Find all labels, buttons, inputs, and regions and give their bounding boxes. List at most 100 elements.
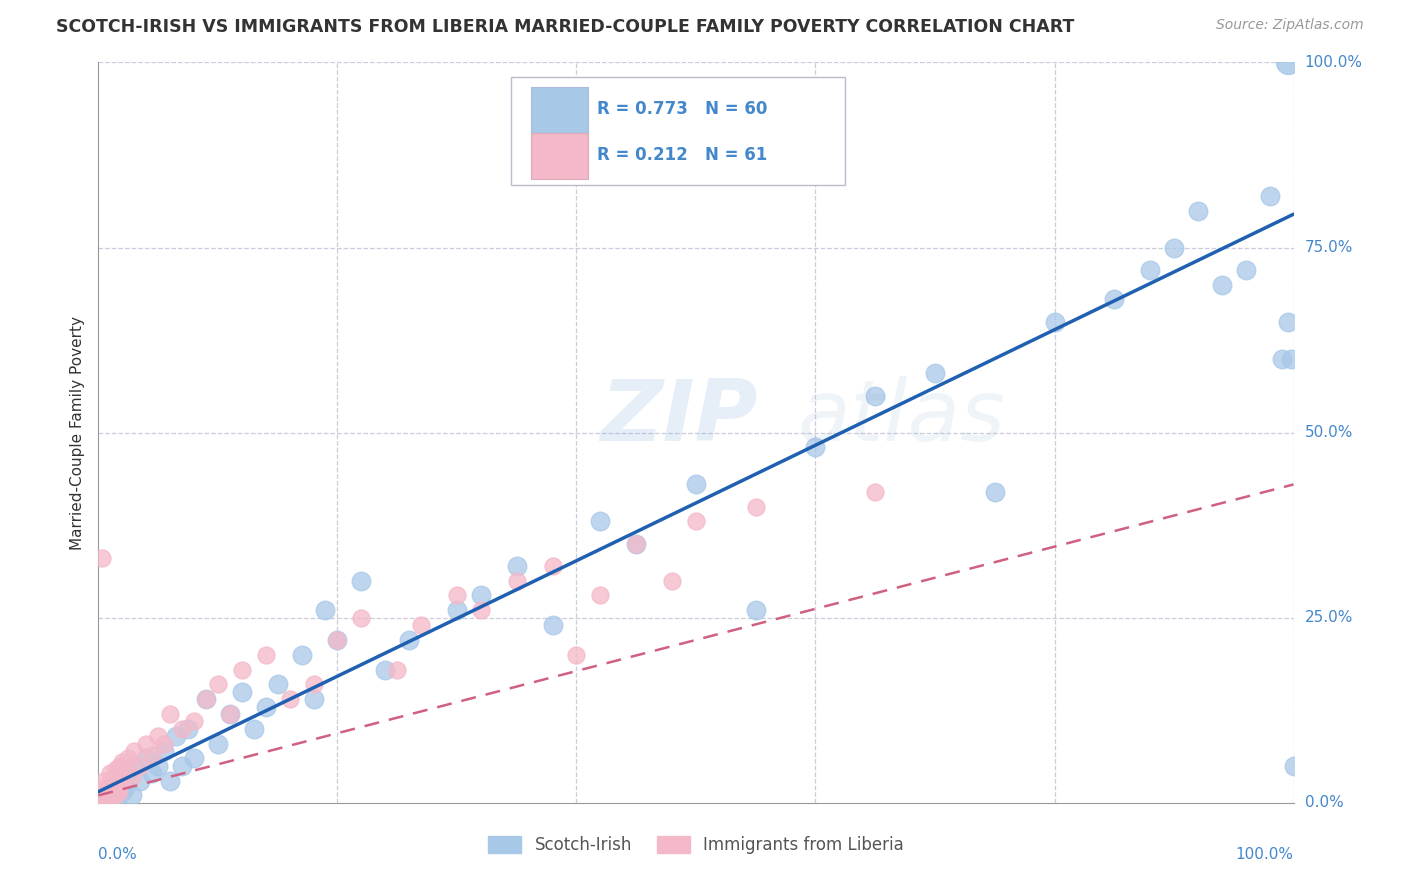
Point: [685, 515, 707, 529]
Text: 100.0%: 100.0%: [1236, 847, 1294, 863]
Point: [398, 632, 420, 647]
Point: [195, 692, 218, 706]
Point: [685, 477, 707, 491]
Point: [96, 785, 118, 799]
Point: [105, 763, 128, 777]
Point: [94, 796, 117, 810]
Point: [111, 755, 134, 769]
Point: [267, 677, 290, 691]
Point: [1277, 314, 1299, 328]
Point: [183, 714, 205, 729]
Point: [231, 663, 253, 677]
Point: [219, 706, 242, 721]
Text: 100.0%: 100.0%: [1305, 55, 1362, 70]
Point: [924, 367, 946, 381]
Point: [291, 648, 314, 662]
Point: [278, 692, 301, 706]
Text: R = 0.773   N = 60: R = 0.773 N = 60: [596, 100, 768, 118]
Point: [243, 722, 266, 736]
Text: 75.0%: 75.0%: [1305, 240, 1353, 255]
Point: [121, 789, 143, 803]
Text: 50.0%: 50.0%: [1305, 425, 1353, 440]
Point: [135, 751, 157, 765]
Point: [98, 766, 122, 780]
Point: [219, 706, 242, 721]
Text: 0.0%: 0.0%: [98, 847, 138, 863]
Point: [1277, 55, 1299, 70]
Text: R = 0.212   N = 61: R = 0.212 N = 61: [596, 146, 768, 164]
Point: [1104, 293, 1126, 307]
Point: [1282, 758, 1305, 772]
Text: atlas: atlas: [797, 376, 1005, 459]
Point: [207, 677, 229, 691]
Point: [446, 603, 468, 617]
Point: [93, 773, 115, 788]
Point: [804, 441, 827, 455]
Point: [107, 785, 129, 799]
Point: [159, 773, 181, 788]
Y-axis label: Married-Couple Family Poverty: Married-Couple Family Poverty: [69, 316, 84, 549]
Point: [589, 589, 612, 603]
Point: [117, 766, 139, 780]
Point: [1139, 262, 1161, 277]
Point: [110, 773, 132, 788]
Point: [89, 796, 111, 810]
Point: [411, 618, 433, 632]
FancyBboxPatch shape: [510, 78, 845, 185]
Point: [177, 722, 200, 736]
Point: [90, 780, 112, 795]
Point: [231, 685, 253, 699]
Point: [302, 677, 325, 691]
Point: [865, 388, 887, 402]
Point: [1211, 277, 1233, 292]
Point: [90, 796, 112, 810]
Point: [745, 603, 768, 617]
Point: [1187, 203, 1209, 218]
Point: [159, 706, 181, 721]
Point: [865, 484, 887, 499]
Point: [254, 699, 277, 714]
Point: [326, 632, 349, 647]
Point: [91, 789, 114, 803]
Point: [97, 780, 120, 795]
Point: [1279, 351, 1302, 366]
Point: [124, 758, 146, 772]
Point: [302, 692, 325, 706]
Point: [90, 785, 112, 799]
Point: [165, 729, 187, 743]
Point: [470, 589, 492, 603]
Point: [1163, 240, 1185, 255]
Point: [91, 789, 114, 803]
Point: [589, 515, 612, 529]
Point: [565, 648, 588, 662]
Point: [350, 610, 373, 624]
Point: [183, 751, 205, 765]
Text: SCOTCH-IRISH VS IMMIGRANTS FROM LIBERIA MARRIED-COUPLE FAMILY POVERTY CORRELATIO: SCOTCH-IRISH VS IMMIGRANTS FROM LIBERIA …: [56, 18, 1074, 36]
Point: [626, 536, 648, 550]
Point: [148, 758, 170, 772]
Point: [117, 751, 139, 765]
Point: [745, 500, 768, 514]
Legend: Scotch-Irish, Immigrants from Liberia: Scotch-Irish, Immigrants from Liberia: [481, 830, 911, 861]
Point: [103, 770, 125, 784]
Point: [207, 737, 229, 751]
Point: [89, 789, 111, 803]
Point: [153, 744, 176, 758]
Point: [1234, 262, 1257, 277]
Point: [107, 780, 129, 795]
Point: [121, 770, 143, 784]
Point: [114, 766, 136, 780]
Point: [141, 747, 163, 762]
Point: [172, 722, 194, 736]
Point: [195, 692, 218, 706]
Point: [108, 758, 131, 772]
Point: [104, 789, 127, 803]
Point: [97, 796, 120, 810]
Text: 25.0%: 25.0%: [1305, 610, 1353, 625]
Point: [135, 737, 157, 751]
Point: [1043, 314, 1066, 328]
Point: [984, 484, 1007, 499]
Point: [148, 729, 170, 743]
FancyBboxPatch shape: [531, 133, 589, 179]
Point: [153, 737, 176, 751]
